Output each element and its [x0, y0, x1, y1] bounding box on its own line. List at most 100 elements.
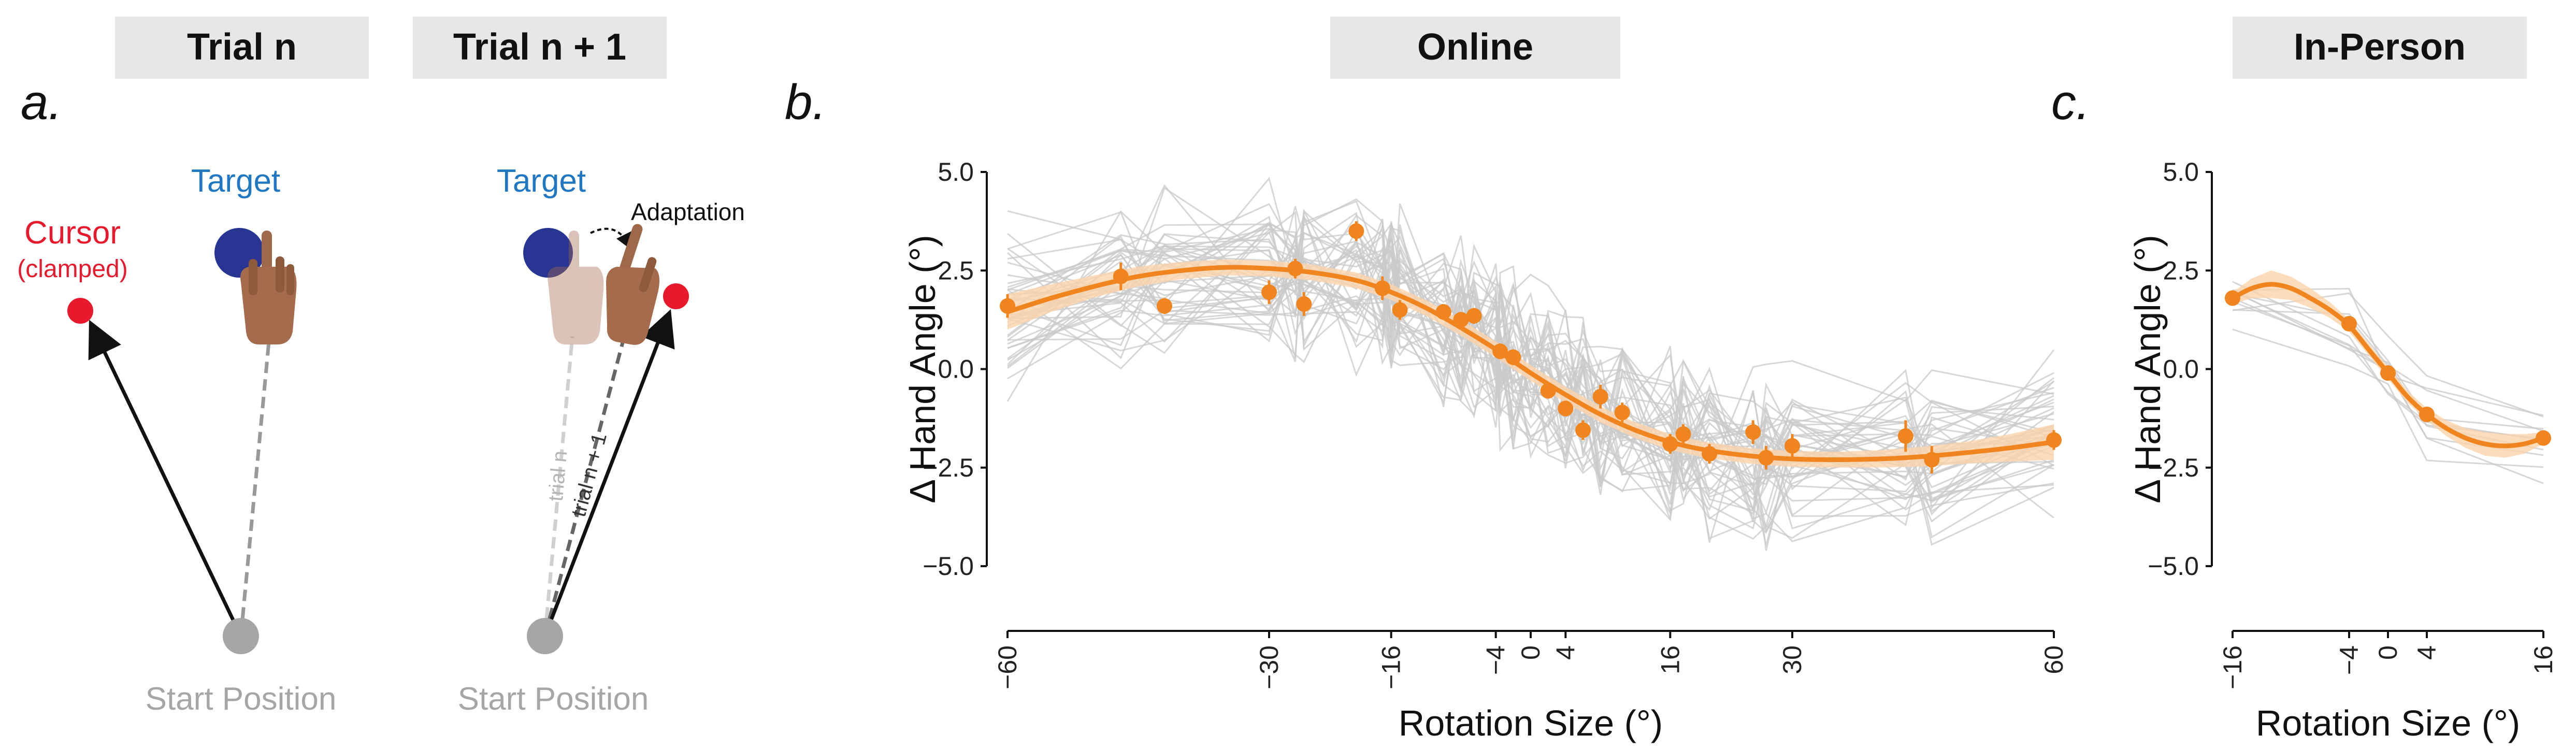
- hand-icon-adapted: [606, 224, 660, 345]
- subject-line: [2232, 287, 2544, 416]
- y-tick-label: −2.5: [2148, 453, 2199, 482]
- start-circle-2: [527, 618, 563, 654]
- data-point: [1540, 383, 1556, 399]
- y-tick-label: 5.0: [938, 157, 974, 186]
- target-label-2: Target: [497, 163, 586, 199]
- data-point: [1348, 223, 1364, 239]
- x-axis-label: Rotation Size (°): [2256, 703, 2520, 743]
- cursor-path-arrow-2: [543, 309, 675, 637]
- data-point: [1592, 388, 1608, 405]
- y-tick-label: 2.5: [938, 256, 974, 285]
- cursor-sub-label: (clamped): [17, 255, 127, 283]
- y-tick-label: 2.5: [2163, 256, 2199, 285]
- x-tick-label: 16: [2529, 645, 2558, 674]
- data-point: [1000, 298, 1015, 314]
- x-tick-label: 4: [1551, 645, 1580, 660]
- data-point: [2419, 407, 2435, 423]
- x-tick-label: −30: [1255, 645, 1284, 689]
- cursor-dot-2: [663, 283, 689, 309]
- trial-n-diagram: Cursor (clamped) Target Start Position: [17, 163, 336, 717]
- panel-letter-c: c.: [2051, 75, 2090, 130]
- data-point: [1492, 343, 1508, 359]
- data-point: [2225, 290, 2240, 306]
- panel-b: Online b. 5.0 2.5 0.0 −2.5 −5.0 −60 −30 −16 −4 0 4…: [785, 17, 2068, 743]
- y-axis-label: Δ Hand Angle (°): [902, 235, 943, 503]
- start-circle: [223, 618, 259, 654]
- header-trial-n1: Trial n + 1: [453, 26, 626, 68]
- cursor-label: Cursor: [24, 215, 121, 251]
- panel-a: Trial n Trial n + 1 a. Cursor (clamped) …: [17, 17, 745, 717]
- y-tick-label: 5.0: [2163, 157, 2199, 186]
- hand-icon-faded: [548, 231, 604, 344]
- target-label: Target: [191, 163, 280, 199]
- y-tick-label: −2.5: [923, 453, 974, 482]
- x-tick-label: 30: [1778, 645, 1807, 674]
- start-position-label: Start Position: [146, 681, 337, 717]
- adaptation-label: Adaptation: [631, 198, 745, 225]
- subject-line: [1007, 177, 2054, 483]
- data-point: [1392, 302, 1408, 318]
- data-point: [1614, 405, 1630, 421]
- header-in-person: In-Person: [2294, 26, 2466, 68]
- y-tick-label: 0.0: [2163, 355, 2199, 384]
- fit-ci-band: [2233, 270, 2543, 458]
- x-tick-label: −4: [1481, 645, 1510, 675]
- start-position-label-2: Start Position: [458, 681, 649, 717]
- panel-letter-b: b.: [785, 75, 826, 130]
- subject-line: [2232, 309, 2544, 430]
- x-tick-label: −16: [2218, 645, 2247, 689]
- fit-line: [1006, 265, 2054, 463]
- x-tick-label: 16: [1656, 645, 1685, 674]
- y-axis-label: Δ Hand Angle (°): [2127, 235, 2168, 503]
- data-point: [1745, 424, 1761, 440]
- data-point: [1261, 284, 1277, 300]
- subject-line: [1006, 215, 2055, 511]
- data-point: [1296, 296, 1312, 312]
- trial-n1-diagram: Target Adaptation trial n trial n + 1: [458, 163, 745, 717]
- y-tick-label: 0.0: [938, 355, 974, 384]
- panel-c: In-Person c. 5.0 2.5 0.0 −2.5 −5.0 −16 −4 0 4 16 R…: [2051, 17, 2558, 743]
- data-point: [1558, 400, 1574, 416]
- cursor-dot: [67, 298, 93, 324]
- chart-online: 5.0 2.5 0.0 −2.5 −5.0 −60 −30 −16 −4 0 4 16 30 60 Rota…: [902, 157, 2068, 743]
- subject-line: [1007, 249, 2054, 523]
- target-circle-2: [523, 228, 573, 278]
- trial-n-label: trial n: [544, 450, 571, 502]
- adaptation-arrow: [590, 227, 631, 250]
- data-point: [1287, 261, 1303, 277]
- data-point: [1675, 426, 1691, 442]
- data-point: [2046, 432, 2062, 448]
- subject-line: [1007, 249, 2054, 527]
- header-box-online: [1330, 17, 1620, 79]
- trial-n-path: [543, 336, 574, 637]
- data-point: [1924, 452, 1940, 468]
- hand-path-dashed: [239, 336, 271, 637]
- hand-icon: [240, 231, 297, 344]
- cursor-path-arrow: [88, 320, 243, 637]
- header-box-trial-n1: [413, 17, 667, 79]
- subject-lines: [1006, 177, 2055, 551]
- x-tick-label: −60: [993, 645, 1022, 689]
- panel-letter-a: a.: [21, 75, 62, 130]
- header-trial-n: Trial n: [187, 26, 297, 68]
- data-point: [1702, 446, 1718, 462]
- header-box-trial-n: [115, 17, 369, 79]
- y-tick-label: −5.0: [2148, 552, 2199, 581]
- x-tick-label: −16: [1377, 645, 1406, 689]
- x-tick-label: 4: [2412, 645, 2441, 660]
- data-point: [1453, 312, 1469, 328]
- x-tick-label: −4: [2335, 645, 2364, 675]
- chart-in-person: 5.0 2.5 0.0 −2.5 −5.0 −16 −4 0 4 16 Rotation Size …: [2127, 157, 2558, 743]
- data-point: [1662, 436, 1678, 452]
- trial-n1-label: trial n + 1: [567, 430, 611, 519]
- data-point: [1466, 308, 1482, 324]
- data-point: [1157, 298, 1172, 314]
- data-point: [1113, 268, 1129, 284]
- x-tick-label: 0: [2373, 645, 2402, 660]
- x-axis-label: Rotation Size (°): [1399, 703, 1663, 743]
- data-point: [1435, 304, 1451, 320]
- header-online: Online: [1417, 26, 1533, 68]
- data-point: [1575, 422, 1591, 438]
- y-tick-label: −5.0: [923, 552, 974, 581]
